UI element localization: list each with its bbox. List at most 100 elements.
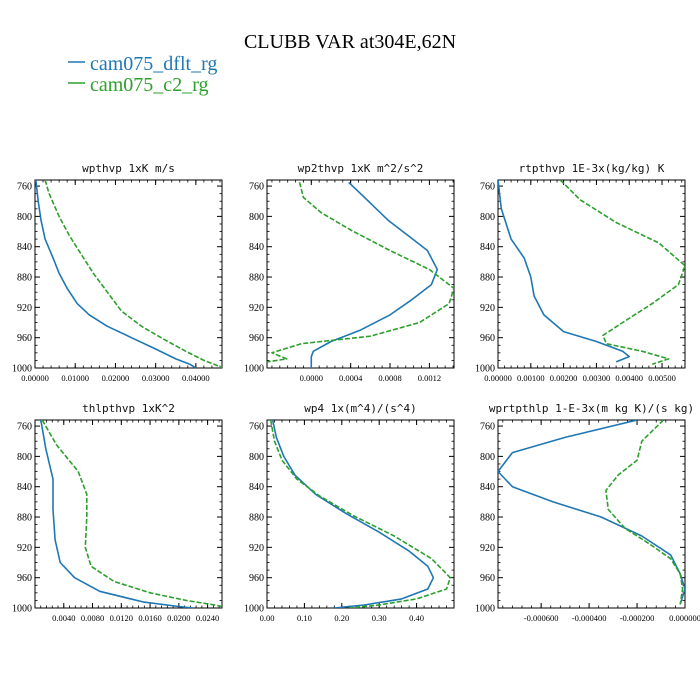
x-tick-label: 0.0012 — [418, 373, 441, 383]
y-tick-label: 960 — [480, 333, 495, 344]
y-tick-label: 960 — [17, 573, 32, 584]
series-line-cam075_c2_rg — [605, 420, 684, 605]
x-tick-label: 0.03000 — [142, 373, 170, 383]
x-tick-label: 0.02000 — [102, 373, 130, 383]
y-tick-label: 840 — [249, 242, 264, 253]
y-tick-label: 960 — [249, 333, 264, 344]
x-tick-label: -0.000200 — [620, 613, 655, 623]
series-line-cam075_c2_rg — [559, 180, 685, 365]
y-tick-label: 1000 — [244, 364, 264, 375]
x-tick-label: 0.00400 — [615, 373, 643, 383]
x-tick-label: -0.000400 — [572, 613, 607, 623]
x-tick-label: 0.000000 — [669, 613, 700, 623]
x-tick-label: 0.30 — [372, 613, 387, 623]
y-tick-label: 760 — [249, 422, 264, 433]
y-tick-label: 880 — [249, 273, 264, 284]
series-line-cam075_dflt_rg — [310, 181, 439, 368]
y-tick-label: 760 — [17, 422, 32, 433]
x-tick-label: 0.00500 — [648, 373, 676, 383]
x-tick-label: 0.00 — [260, 613, 275, 623]
plot-frame — [497, 419, 686, 609]
y-tick-label: 960 — [249, 573, 264, 584]
y-tick-label: 800 — [249, 452, 264, 463]
y-tick-label: 1000 — [12, 604, 32, 615]
x-tick-label: -0.000600 — [524, 613, 559, 623]
y-tick-label: 920 — [17, 543, 32, 554]
panel-title-wpthvp: wpthvp 1xK m/s — [82, 162, 175, 175]
y-tick-label: 960 — [17, 333, 32, 344]
panel-wpthvp: wpthvp 1xK m/s 76080084088092096010000.0… — [12, 162, 223, 383]
legend-label-c2: cam075_c2_rg — [90, 74, 209, 96]
series-line-cam075_c2_rg — [41, 420, 222, 608]
plot-frame — [34, 179, 223, 369]
series-line-cam075_dflt_rg — [40, 420, 194, 608]
series-line-cam075_c2_rg — [44, 180, 222, 368]
series-line-cam075_c2_rg — [267, 182, 454, 363]
series-line-cam075_dflt_rg — [498, 180, 630, 363]
x-tick-label: 0.00200 — [550, 373, 578, 383]
y-tick-label: 800 — [17, 452, 32, 463]
panel-title-rtpthvp: rtpthvp 1E-3x(kg/kg) K — [519, 162, 665, 175]
y-tick-label: 1000 — [475, 364, 495, 375]
x-tick-label: 0.0120 — [110, 613, 133, 623]
x-tick-label: 0.0240 — [196, 613, 219, 623]
x-tick-label: 0.40 — [409, 613, 424, 623]
y-tick-label: 1000 — [12, 364, 32, 375]
y-tick-label: 920 — [480, 303, 495, 314]
y-tick-label: 880 — [480, 513, 495, 524]
x-tick-label: 0.0008 — [378, 373, 401, 383]
y-tick-label: 920 — [249, 303, 264, 314]
x-tick-label: 0.00000 — [21, 373, 49, 383]
plot-frame — [34, 419, 223, 609]
x-tick-label: 0.04000 — [182, 373, 210, 383]
x-tick-label: 0.0040 — [52, 613, 75, 623]
y-tick-label: 760 — [480, 182, 495, 193]
y-tick-label: 960 — [480, 573, 495, 584]
x-tick-label: 0.10 — [297, 613, 312, 623]
y-tick-label: 800 — [480, 212, 495, 223]
y-tick-label: 800 — [480, 452, 495, 463]
y-tick-label: 880 — [480, 273, 495, 284]
x-tick-label: 0.00100 — [517, 373, 545, 383]
series-line-cam075_dflt_rg — [35, 180, 197, 368]
x-tick-label: 0.0000 — [300, 373, 323, 383]
x-tick-label: 0.0080 — [81, 613, 104, 623]
plot-frame — [266, 419, 455, 609]
panel-title-wp4: wp4 1x(m^4)/(s^4) — [304, 402, 417, 415]
x-tick-label: 0.00300 — [583, 373, 611, 383]
panel-wp2thvp: wp2thvp 1xK m^2/s^2 760 800 840 880 920 960 10… — [244, 162, 455, 383]
y-tick-label: 760 — [480, 422, 495, 433]
series-line-cam075_dflt_rg — [498, 420, 685, 605]
series-line-cam075_dflt_rg — [271, 420, 435, 608]
y-tick-label: 840 — [17, 242, 32, 253]
y-tick-label: 800 — [17, 212, 32, 223]
plot-frame — [266, 179, 455, 369]
legend-label-dflt: cam075_dflt_rg — [90, 53, 217, 75]
panel-thlpthvp: thlpthvp 1xK^2 760 800 840 880 920 960 1000 0.0… — [12, 402, 223, 623]
panel-title-wp2thvp: wp2thvp 1xK m^2/s^2 — [298, 162, 424, 175]
panel-wp4: wp4 1x(m^4)/(s^4) 760 800 840 880 920 960 1000… — [244, 402, 455, 623]
legend: cam075_dflt_rg cam075_c2_rg — [68, 53, 217, 96]
x-tick-label: 0.0200 — [167, 613, 190, 623]
panel-title-thlpthvp: thlpthvp 1xK^2 — [82, 402, 175, 415]
y-tick-label: 920 — [17, 303, 32, 314]
y-tick-label: 760 — [17, 182, 32, 193]
y-tick-label: 840 — [17, 482, 32, 493]
series-line-cam075_c2_rg — [269, 420, 452, 608]
y-tick-label: 840 — [480, 242, 495, 253]
x-tick-label: 0.0160 — [138, 613, 161, 623]
y-tick-label: 800 — [249, 212, 264, 223]
y-tick-label: 840 — [480, 482, 495, 493]
panel-title-wprtpthlp: wprtpthlp 1-E-3x(m kg K)/(s kg) — [489, 402, 694, 415]
x-tick-label: 0.20 — [334, 613, 349, 623]
y-tick-label: 760 — [249, 182, 264, 193]
x-tick-label: 0.0004 — [339, 373, 363, 383]
plot-frame — [497, 179, 686, 369]
y-tick-label: 1000 — [475, 604, 495, 615]
y-tick-label: 1000 — [244, 604, 264, 615]
x-tick-label: 0.01000 — [61, 373, 89, 383]
figure-title: CLUBB VAR at304E,62N — [244, 31, 456, 53]
y-tick-label: 920 — [480, 543, 495, 554]
x-tick-label: 0.00000 — [484, 373, 512, 383]
